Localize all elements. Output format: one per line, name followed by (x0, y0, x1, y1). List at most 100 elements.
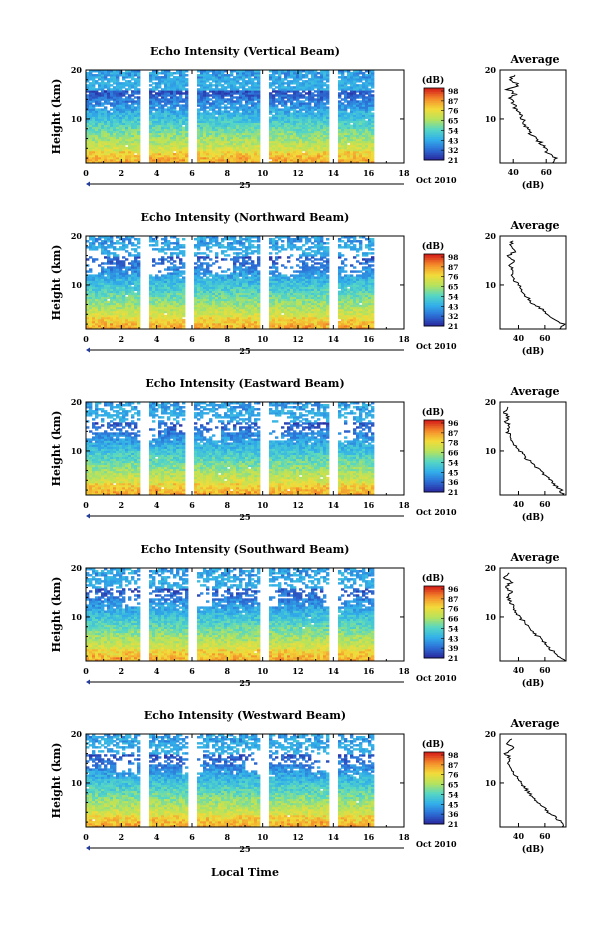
colorbar-tick-label: 21 (448, 654, 458, 663)
average-profile-line (503, 738, 564, 828)
average-x-label: (dB) (522, 180, 544, 191)
y-tick-label: 10 (71, 280, 83, 290)
x-axis-label: Local Time (211, 866, 279, 879)
x-tick-label: 16 (363, 666, 375, 676)
average-y-tick-label: 10 (485, 612, 497, 622)
colorbar-tick-label: 21 (448, 488, 458, 497)
colorbar-tick-label: 45 (448, 800, 458, 809)
colorbar-tick-label: 65 (448, 117, 458, 126)
y-axis-label: Height (km) (50, 79, 63, 155)
date-label: Oct 2010 (416, 341, 457, 351)
average-y-tick-label: 10 (485, 280, 497, 290)
x-tick-label: 14 (328, 168, 340, 178)
x-tick-label: 16 (363, 334, 375, 344)
average-x-tick-label: 40 (508, 167, 520, 177)
panel-title: Echo Intensity (Westward Beam) (144, 709, 346, 722)
average-x-tick-label: 40 (513, 499, 525, 509)
colorbar-tick-label: 36 (448, 810, 458, 819)
average-frame (499, 235, 567, 330)
average-y-tick-label: 20 (485, 65, 497, 75)
colorbar-tick-label: 43 (448, 136, 458, 145)
date-day-label: 25 (239, 512, 250, 522)
colorbar-tick-label: 65 (448, 781, 458, 790)
x-tick-label: 10 (257, 334, 269, 344)
x-tick-label: 12 (292, 832, 303, 842)
average-title: Average (509, 717, 559, 730)
date-label: Oct 2010 (416, 673, 457, 683)
x-tick-label: 12 (292, 334, 303, 344)
average-x-tick-label: 40 (513, 333, 525, 343)
colorbar-tick-label: 54 (448, 292, 458, 301)
date-label: Oct 2010 (416, 839, 457, 849)
average-x-tick-label: 60 (539, 831, 551, 841)
colorbar-tick-label: 76 (448, 771, 458, 780)
colorbar (423, 751, 445, 825)
colorbar-tick-label: 21 (448, 322, 458, 331)
y-tick-label: 20 (71, 563, 83, 573)
y-axis-label: Height (km) (50, 245, 63, 321)
date-day-label: 25 (239, 678, 250, 688)
colorbar-tick-label: 54 (448, 458, 458, 467)
x-tick-label: 8 (225, 334, 231, 344)
heatmap-cells (86, 568, 375, 662)
colorbar (423, 585, 445, 659)
y-tick-label: 10 (71, 446, 83, 456)
colorbar-tick-label: 43 (448, 302, 458, 311)
y-tick-label: 20 (71, 397, 83, 407)
average-y-tick-label: 20 (485, 397, 497, 407)
x-tick-label: 8 (225, 666, 231, 676)
x-tick-label: 12 (292, 666, 303, 676)
colorbar-tick-label: 96 (448, 419, 458, 428)
average-frame (499, 401, 567, 496)
heatmap-cells (86, 70, 375, 164)
colorbar-tick-label: 76 (448, 273, 458, 282)
date-bar-arrow (86, 513, 90, 519)
heatmap-cells (86, 402, 375, 496)
x-tick-label: 0 (83, 334, 89, 344)
colorbar-unit: (dB) (422, 739, 444, 750)
colorbar-tick-label: 87 (448, 595, 458, 604)
y-axis-label: Height (km) (50, 411, 63, 487)
x-tick-label: 8 (225, 168, 231, 178)
colorbar-tick-label: 45 (448, 468, 458, 477)
colorbar-tick-label: 98 (448, 87, 458, 96)
x-tick-label: 14 (328, 334, 340, 344)
x-tick-label: 18 (398, 334, 410, 344)
date-bar-arrow (86, 679, 90, 685)
average-y-tick-label: 10 (485, 446, 497, 456)
x-tick-label: 6 (189, 334, 195, 344)
colorbar-tick-label: 76 (448, 605, 458, 614)
colorbar-tick-label: 21 (448, 820, 458, 829)
colorbar-tick-label: 87 (448, 761, 458, 770)
x-tick-label: 18 (398, 832, 410, 842)
x-tick-label: 14 (328, 666, 340, 676)
average-profile-line (506, 240, 566, 330)
colorbar-tick-label: 54 (448, 790, 458, 799)
x-tick-label: 10 (257, 666, 269, 676)
x-tick-label: 8 (225, 832, 231, 842)
colorbar-tick-label: 65 (448, 283, 458, 292)
y-tick-label: 10 (71, 612, 83, 622)
x-tick-label: 0 (83, 168, 89, 178)
colorbar-tick-label: 32 (448, 312, 458, 321)
x-tick-label: 4 (154, 500, 160, 510)
x-tick-label: 2 (119, 500, 125, 510)
average-x-label: (dB) (522, 512, 544, 523)
average-y-tick-label: 10 (485, 114, 497, 124)
x-tick-label: 0 (83, 500, 89, 510)
average-profile-line (503, 74, 559, 164)
x-tick-label: 2 (119, 334, 125, 344)
colorbar-tick-label: 98 (448, 751, 458, 760)
panel-1: Echo Intensity (Vertical Beam) 0 2 4 6 8 10 12 1… (50, 45, 567, 191)
x-tick-label: 6 (189, 832, 195, 842)
y-tick-label: 20 (71, 65, 83, 75)
y-axis-label: Height (km) (50, 577, 63, 653)
y-tick-label: 10 (71, 114, 83, 124)
x-tick-label: 10 (257, 832, 269, 842)
x-tick-label: 8 (225, 500, 231, 510)
colorbar-tick-label: 87 (448, 97, 458, 106)
colorbar-tick-label: 78 (448, 439, 458, 448)
x-tick-label: 12 (292, 500, 303, 510)
x-tick-label: 4 (154, 832, 160, 842)
date-day-label: 25 (239, 346, 250, 356)
